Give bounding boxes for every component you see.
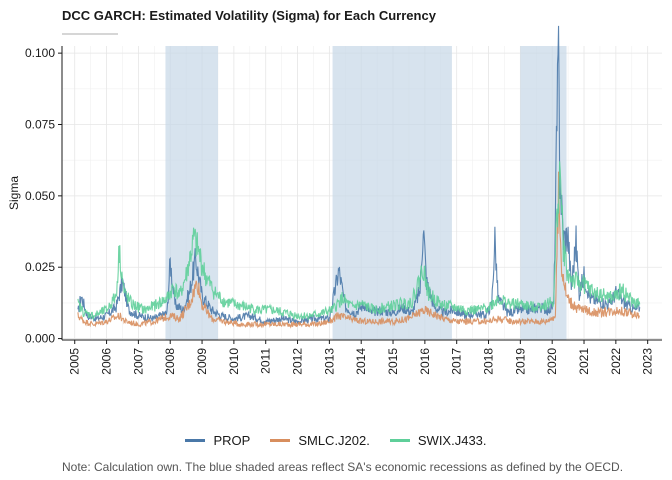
x-tick-label: 2017 xyxy=(450,348,464,375)
x-tick-label: 2008 xyxy=(163,348,177,375)
legend-item-prop: PROP xyxy=(185,433,250,448)
x-tick-label: 2006 xyxy=(100,348,114,375)
x-tick-label: 2013 xyxy=(322,348,336,375)
legend-label-smlc: SMLC.J202. xyxy=(298,433,370,448)
x-tick-label: 2016 xyxy=(418,348,432,375)
y-axis-label: Sigma xyxy=(7,176,21,210)
y-tick-label: 0.100 xyxy=(25,46,55,60)
subtitle-divider xyxy=(62,33,118,35)
x-tick-label: 2012 xyxy=(291,348,305,375)
x-tick-label: 2022 xyxy=(609,348,623,375)
legend-swatch-smlc xyxy=(270,439,291,442)
x-tick-label: 2010 xyxy=(227,348,241,375)
y-tick-label: 0.050 xyxy=(25,189,55,203)
x-tick-label: 2007 xyxy=(131,348,145,375)
chart-note: Note: Calculation own. The blue shaded a… xyxy=(62,460,624,474)
series-line-swix-j433 xyxy=(77,161,641,321)
legend-label-prop: PROP xyxy=(213,433,251,448)
legend-item-smlc: SMLC.J202. xyxy=(270,433,370,448)
x-tick-label: 2011 xyxy=(259,348,273,374)
x-tick-label: 2009 xyxy=(195,348,209,375)
y-tick-label: 0.000 xyxy=(25,332,55,346)
x-tick-label: 2020 xyxy=(545,348,559,375)
x-tick-label: 2021 xyxy=(577,348,591,375)
recession-band xyxy=(332,46,452,340)
y-tick-label: 0.075 xyxy=(25,117,55,131)
chart-title: DCC GARCH: Estimated Volatility (Sigma) … xyxy=(62,8,436,23)
recession-band xyxy=(165,46,218,340)
x-tick-label: 2015 xyxy=(386,348,400,375)
legend-item-swix: SWIX.J433. xyxy=(389,433,487,448)
legend: PROP SMLC.J202. SWIX.J433. xyxy=(0,433,672,448)
legend-swatch-prop xyxy=(185,439,206,442)
x-tick-label: 2018 xyxy=(482,348,496,375)
x-tick-label: 2019 xyxy=(513,348,527,375)
x-tick-label: 2014 xyxy=(354,348,368,375)
x-tick-label: 2023 xyxy=(641,348,655,375)
series-line-smlc-j202 xyxy=(77,171,641,329)
legend-swatch-swix xyxy=(389,439,410,442)
legend-label-swix: SWIX.J433. xyxy=(417,433,487,448)
y-tick-label: 0.025 xyxy=(25,260,55,274)
x-tick-label: 2005 xyxy=(68,348,82,375)
